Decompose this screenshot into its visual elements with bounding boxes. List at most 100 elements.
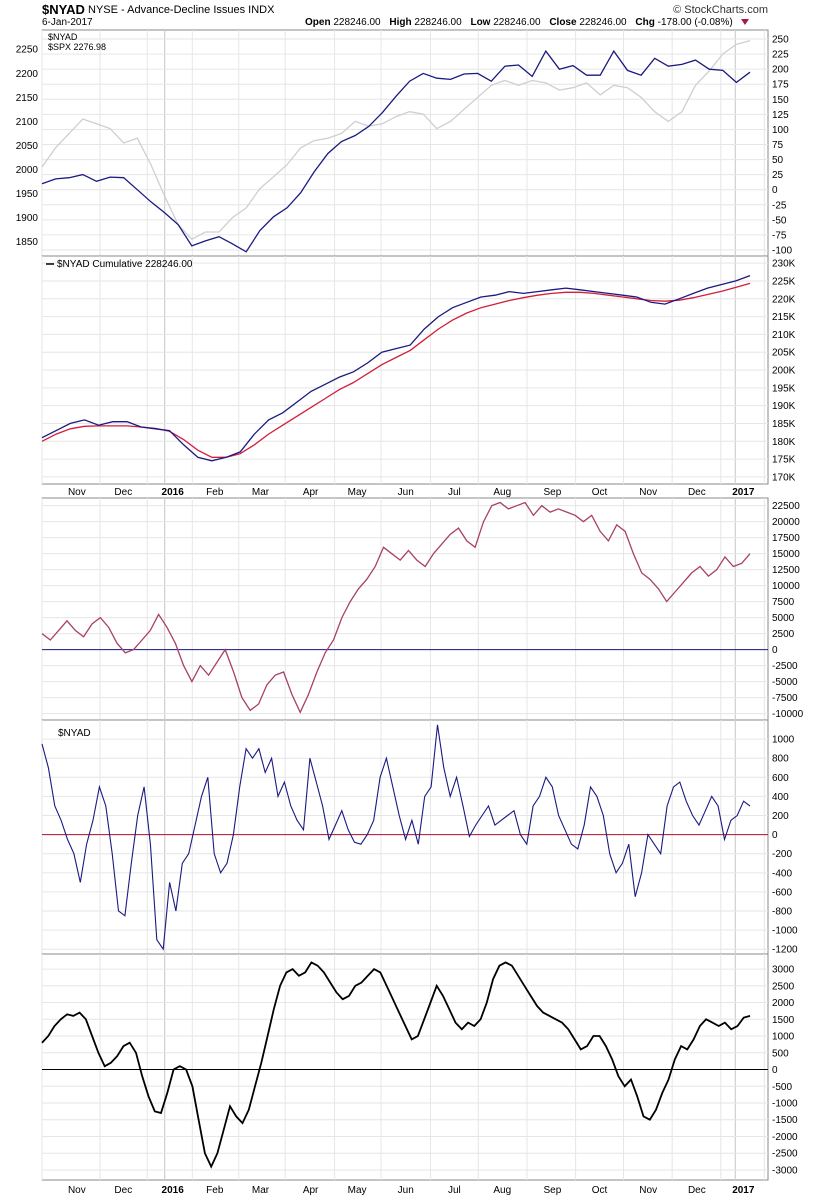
x-tick-label: Nov [639,1185,657,1196]
y-tick-label: 0 [772,1065,778,1076]
close-label: Close [549,17,577,28]
low-label: Low [470,17,491,28]
y-tick-label: -1000 [772,1098,798,1109]
y-tick-label: 25 [772,170,784,181]
y-tick-label: 50 [772,155,784,166]
y-tick-label: -1000 [772,926,798,937]
legend-label: $NYAD [58,728,91,739]
y-tick-label: -75 [772,230,787,241]
chart-header: $NYAD NYSE - Advance-Decline Issues INDX… [0,0,820,30]
y-tick-label-left: 2150 [16,93,39,104]
x-tick-label: Aug [493,1185,511,1196]
y-tick-label: -5000 [772,677,798,688]
x-tick-label: Feb [206,1185,224,1196]
y-tick-label: 800 [772,754,789,765]
x-tick-label: Dec [688,1185,706,1196]
index-name: NYSE - Advance-Decline Issues INDX [88,4,275,16]
x-tick-label: Sep [543,1185,561,1196]
y-tick-label: 17500 [772,533,800,544]
chg-label: Chg [635,17,655,28]
y-tick-label: -2500 [772,1149,798,1160]
y-tick-label: 225 [772,50,789,61]
quote-date: 6-Jan-2017 [42,17,93,28]
y-tick-label-left: 2050 [16,141,39,152]
y-tick-label: -100 [772,245,792,256]
y-tick-label: 2500 [772,629,795,640]
y-tick-label: 0 [772,645,778,656]
down-arrow-icon [741,19,750,26]
y-tick-label: 2000 [772,998,795,1009]
y-tick-label: -25 [772,200,787,211]
y-tick-label-left: 2200 [16,69,39,80]
y-tick-label: 220K [772,294,796,305]
x-tick-label: Mar [252,487,270,498]
open-value: 228246.00 [333,17,381,28]
panel-frame [41,29,769,257]
x-tick-label: Nov [68,1185,86,1196]
daily-nyad-line [41,724,751,951]
y-tick-label: -50 [772,215,787,226]
y-tick-label-left: 1950 [16,189,39,200]
y-tick-label: -7500 [772,693,798,704]
y-tick-label-left: 2000 [16,165,39,176]
high-label: High [389,17,412,28]
y-tick-label: 1000 [772,1032,795,1043]
x-tick-label: Oct [592,1185,608,1196]
y-tick-label: 205K [772,348,796,359]
legend-label: $SPX 2276.98 [48,42,106,52]
x-tick-label: 2017 [732,1185,755,1196]
y-tick-label: 3000 [772,965,795,976]
quote-stats: Open 228246.00 High 228246.00 Low 228246… [305,17,755,28]
y-tick-label: 200K [772,366,796,377]
y-tick-label: 200 [772,65,789,76]
cumulative-line [41,274,751,462]
y-tick-label: -1200 [772,945,798,956]
y-tick-label: 1000 [772,735,795,746]
x-tick-label: Sep [543,487,561,498]
panel-frame [41,497,769,721]
y-tick-label: 125 [772,110,789,121]
breadth-line [41,501,751,714]
y-tick-label: -3000 [772,1165,798,1176]
y-tick-label: 0 [772,185,778,196]
x-tick-label: Nov [639,487,657,498]
x-tick-label: May [348,1185,367,1196]
y-tick-label: -10000 [772,709,804,720]
y-tick-label: 180K [772,437,796,448]
nyad-line [41,49,751,253]
oscillator-line [41,961,751,1169]
brand-label: © StockCharts.com [673,4,768,16]
y-tick-label: 600 [772,773,789,784]
x-tick-label: Dec [114,487,132,498]
y-tick-label: 210K [772,330,796,341]
y-tick-label: -200 [772,849,792,860]
y-tick-label: 2500 [772,981,795,992]
y-tick-label-left: 1850 [16,237,39,248]
x-tick-label: Jul [448,487,461,498]
high-value: 228246.00 [414,17,462,28]
y-tick-label: 225K [772,276,796,287]
y-tick-label: 15000 [772,549,800,560]
y-tick-label: 20000 [772,517,800,528]
y-tick-label: 250 [772,35,789,46]
x-tick-label: 2017 [732,487,755,498]
y-tick-label-left: 1900 [16,213,39,224]
chg-value: -178.00 (-0.08%) [657,17,733,28]
y-tick-label: 10000 [772,581,800,592]
x-tick-label: May [348,487,367,498]
low-value: 228246.00 [493,17,541,28]
y-tick-label: 75 [772,140,784,151]
y-tick-label: 175 [772,80,789,91]
y-tick-label: -500 [772,1082,792,1093]
y-tick-label: -2000 [772,1132,798,1143]
y-tick-label: 185K [772,419,796,430]
x-tick-label: Dec [114,1185,132,1196]
spx-line [41,39,751,241]
x-tick-label: Oct [592,487,608,498]
y-tick-label: 175K [772,455,796,466]
y-tick-label: -1500 [772,1115,798,1126]
y-tick-label: 7500 [772,597,795,608]
y-tick-label: 100 [772,125,789,136]
y-tick-label: 150 [772,95,789,106]
